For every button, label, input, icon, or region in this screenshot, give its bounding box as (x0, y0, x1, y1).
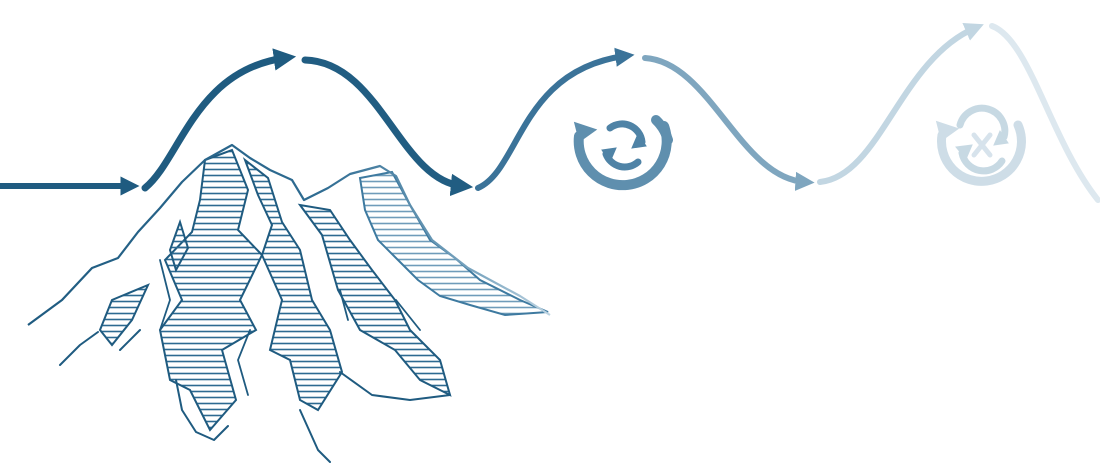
mountain-outline (27, 143, 551, 326)
arrow-segment-7 (989, 23, 1100, 203)
arrow-segment-5 (642, 55, 815, 191)
mountain-face-left (158, 148, 264, 432)
arrow-segment-3 (301, 56, 474, 197)
mountain-icon (27, 143, 551, 463)
mountain-face-center (242, 157, 344, 412)
mountain-outline-lower (59, 329, 451, 463)
arrow-segment-4 (475, 47, 635, 191)
arrow-path-icon (0, 22, 1100, 203)
arrow-segment-6 (817, 22, 984, 185)
mountain-ridge-detail (159, 259, 421, 396)
mountain-face-sliver (168, 218, 190, 273)
arrow-segment-2 (141, 48, 297, 192)
cycle-icon (573, 115, 673, 191)
mountain-face-small-left (98, 283, 150, 347)
cycle-icon-faint (935, 104, 1026, 186)
